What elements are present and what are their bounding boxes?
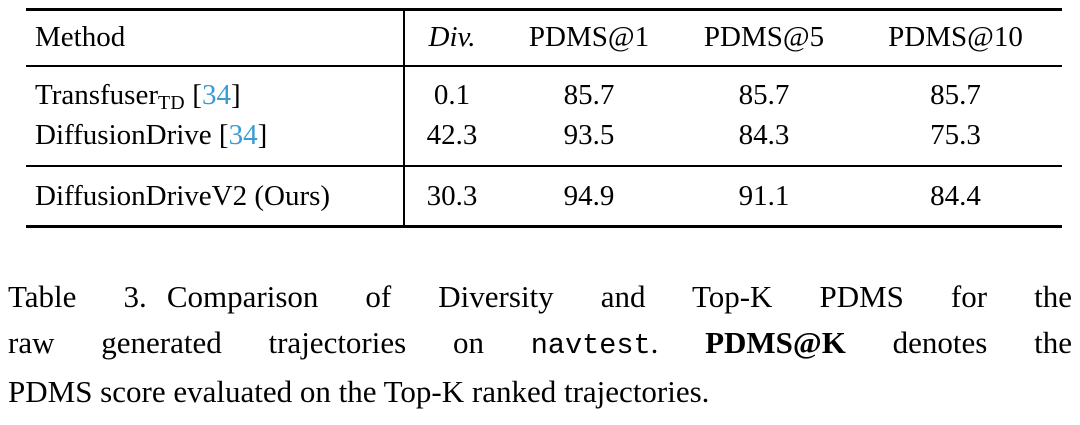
caption-bold-term: PDMS@K	[705, 325, 846, 360]
div-value: 30.3	[403, 166, 499, 227]
results-table: Method Div. PDMS@1 PDMS@5 PDMS@10 Transf…	[26, 8, 1062, 228]
caption-label: Table 3.	[8, 279, 147, 314]
col-header-pdms5: PDMS@5	[703, 21, 825, 53]
caption-line-3: PDMS score evaluated on the Top-K ranked…	[8, 369, 1072, 415]
col-header-method: Method	[35, 21, 126, 53]
caption-text-2b: denotes the	[892, 325, 1073, 360]
method-cell: DiffusionDriveV2 (Ours)	[26, 166, 404, 227]
pdms1-value: 93.5	[563, 119, 615, 151]
table-row-diffusiondrive: DiffusionDrive [34] 42.3 93.5 84.3 75.3	[26, 115, 1062, 166]
method-name: DiffusionDriveV2 (Ours)	[35, 180, 331, 212]
pdms10-value: 84.4	[930, 180, 981, 212]
citation-link[interactable]: 34	[201, 79, 231, 111]
citation-bracket-close: ]	[257, 119, 268, 151]
header-row: Method Div. PDMS@1 PDMS@5 PDMS@10	[26, 9, 1062, 66]
method-name: Transfuser	[35, 79, 158, 111]
table-row-diffusiondrivev2-ours: DiffusionDriveV2 (Ours) 30.3 94.9 91.1 8…	[26, 166, 1062, 227]
caption-line-2: raw generated trajectories on navtest. P…	[8, 320, 1072, 369]
method-cell: DiffusionDrive [34]	[26, 115, 404, 166]
citation-link[interactable]: 34	[228, 119, 258, 151]
pdms5-value: 85.7	[738, 79, 790, 111]
div-value: 0.1	[403, 66, 499, 115]
table-caption: Table 3. Comparison of Diversity and Top-…	[8, 274, 1072, 415]
table-row-transfuser: TransfuserTD [34] 0.1 85.7 85.7 85.7	[26, 66, 1062, 115]
pdms10-value: 85.7	[930, 79, 981, 111]
method-cell: TransfuserTD [34]	[26, 66, 404, 115]
method-name: DiffusionDrive	[35, 119, 212, 151]
caption-text-3: PDMS score evaluated on the Top-K ranked…	[8, 374, 710, 409]
caption-line-1: Table 3. Comparison of Diversity and Top-…	[8, 274, 1072, 320]
pdms5-value: 84.3	[738, 119, 790, 151]
citation-bracket-open: [	[185, 79, 202, 111]
method-subscript: TD	[157, 91, 186, 114]
results-table-container: Method Div. PDMS@1 PDMS@5 PDMS@10 Transf…	[26, 8, 1062, 228]
pdms1-value: 94.9	[563, 180, 615, 212]
caption-code-period: .	[650, 325, 659, 360]
col-header-pdms10: PDMS@10	[888, 21, 1023, 53]
pdms5-value: 91.1	[738, 180, 790, 212]
pdms10-value: 75.3	[930, 119, 981, 151]
div-value: 42.3	[403, 115, 499, 166]
citation-bracket-close: ]	[230, 79, 241, 111]
caption-text-2a: raw generated trajectories on	[8, 325, 484, 360]
col-header-pdms1: PDMS@1	[528, 21, 650, 53]
caption-code-navtest: navtest	[530, 329, 651, 362]
pdms1-value: 85.7	[563, 79, 615, 111]
caption-text-1: Comparison of Diversity and Top-K PDMS f…	[166, 279, 1072, 314]
citation-bracket-open: [	[211, 119, 229, 151]
col-header-div: Div.	[403, 9, 499, 66]
